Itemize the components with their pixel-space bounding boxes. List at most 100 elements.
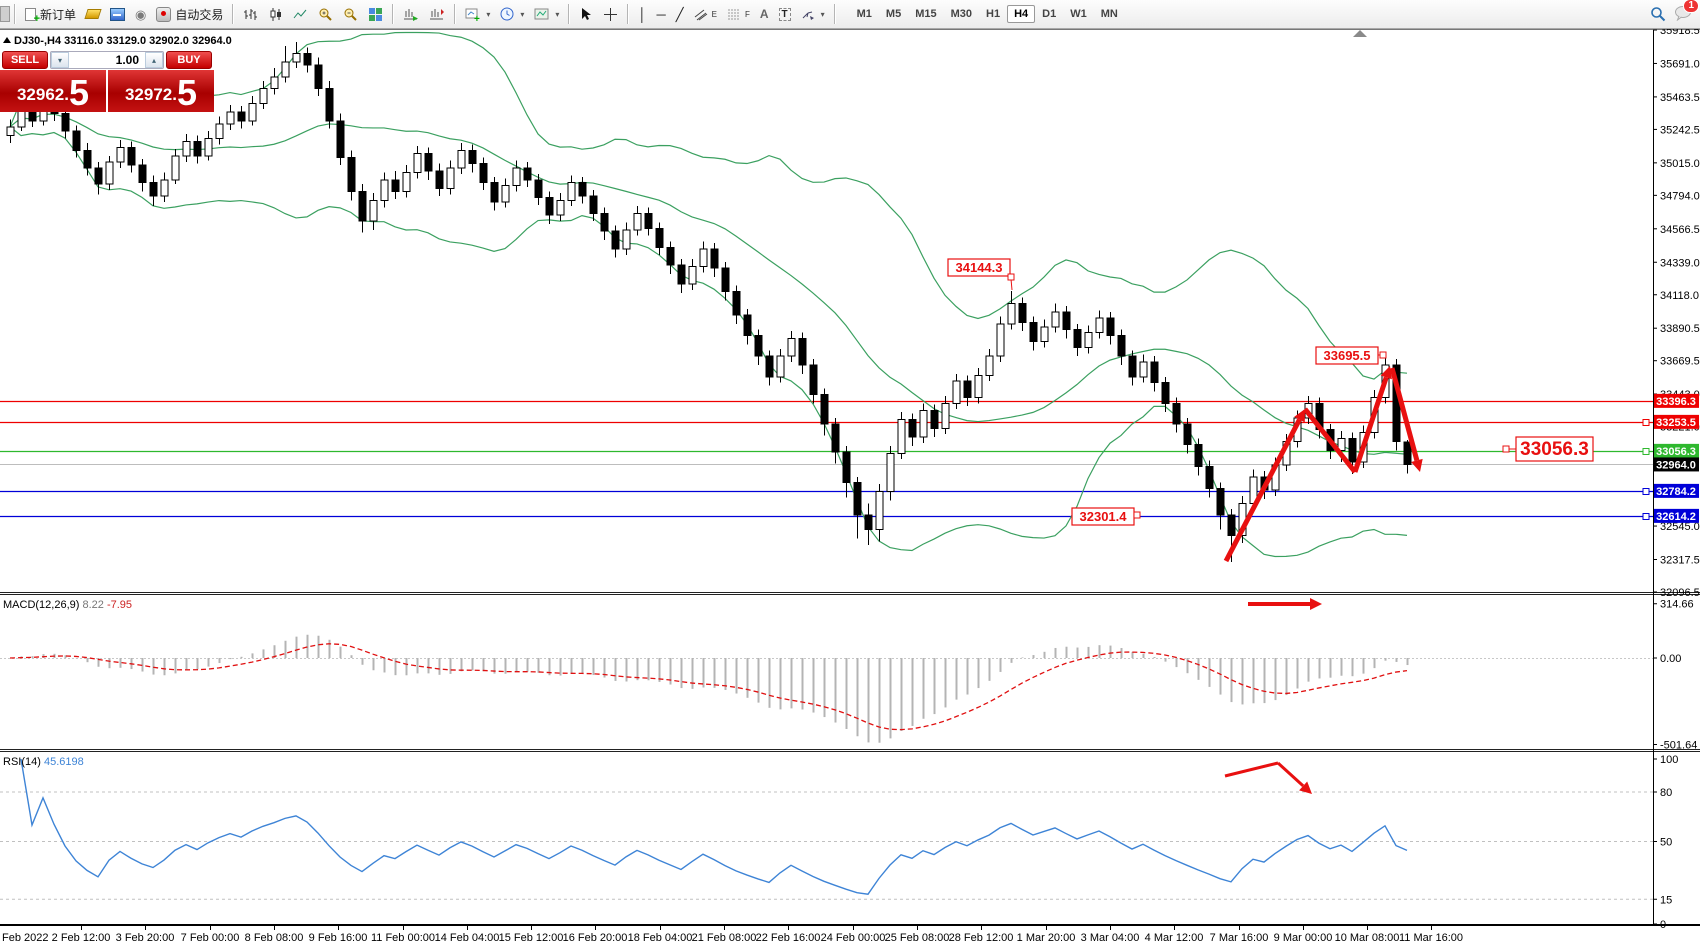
buy-button[interactable]: BUY (166, 51, 212, 69)
chart-shift-button[interactable] (424, 3, 450, 25)
zoom-in-button[interactable] (313, 3, 338, 25)
candle-body (765, 355, 774, 378)
timeframe-m30-button[interactable]: M30 (944, 5, 979, 23)
candle-body (820, 393, 829, 425)
candle-body (501, 185, 510, 203)
buy-price[interactable]: 32972. 5 (108, 70, 214, 112)
bar-chart-mode-button[interactable] (238, 3, 263, 25)
trend-arrow (1223, 418, 1302, 563)
candle-body (1172, 402, 1181, 425)
candle-body (72, 130, 81, 151)
timeframe-m15-button[interactable]: M15 (908, 5, 943, 23)
auto-scroll-icon (404, 8, 419, 21)
new-chart-icon: + (465, 8, 480, 22)
rsi-value: 45.6198 (43, 756, 84, 768)
fibonacci-tool-button[interactable]: F (722, 3, 755, 25)
candle-body (611, 230, 620, 250)
timeframe-h1-button[interactable]: H1 (979, 5, 1007, 23)
candle-body (1128, 355, 1137, 378)
notifications-button[interactable]: 1 (1674, 0, 1699, 24)
text-tool-button[interactable]: A (755, 3, 774, 25)
candle-body (160, 179, 169, 197)
monitor-icon (110, 7, 126, 21)
sell-button[interactable]: SELL (2, 51, 48, 69)
candlestick-mode-button[interactable] (263, 3, 288, 25)
candle-body (974, 374, 983, 398)
svg-text:32614.2: 32614.2 (1656, 511, 1696, 523)
horizontal-line-icon: ─ (656, 6, 666, 22)
price-callout-text: 33695.5 (1324, 348, 1371, 363)
candle-body (545, 196, 554, 216)
market-watch-button[interactable] (105, 3, 130, 25)
channel-tool-button[interactable]: E (689, 3, 722, 25)
cursor-tool-button[interactable] (574, 3, 598, 25)
rsi-title: RSI(14) (3, 756, 41, 768)
price-flag-33056.3 (1654, 443, 1699, 458)
callout-anchor (1133, 511, 1141, 519)
svg-text:35691.0: 35691.0 (1660, 58, 1700, 70)
svg-text:22 Feb 16:00: 22 Feb 16:00 (756, 932, 821, 944)
candle-body (1150, 361, 1159, 384)
candle-body (1227, 514, 1236, 537)
vertical-line-tool-button[interactable]: │ (633, 3, 651, 25)
candle-body (633, 213, 642, 231)
new-order-label: 新订单 (40, 7, 77, 22)
candle-body (6, 126, 15, 137)
volume-decrease-button[interactable]: ▾ (51, 52, 69, 68)
horizontal-line-tool-button[interactable]: ─ (652, 3, 671, 25)
macd-main-value: 8.22 (82, 599, 104, 611)
candle-body (457, 149, 466, 169)
zoom-out-button[interactable] (338, 3, 363, 25)
arrowhead (1299, 781, 1312, 794)
candle-body (424, 152, 433, 172)
zoom-out-icon (344, 8, 358, 21)
ohlc-bars-icon (244, 8, 258, 20)
vertical-line-icon: │ (638, 6, 647, 22)
price-flag-33396.3 (1654, 393, 1699, 408)
timeframe-mn-button[interactable]: MN (1094, 5, 1125, 23)
search-icon[interactable] (1650, 6, 1666, 22)
auto-scroll-button[interactable] (398, 3, 424, 25)
template-icon (534, 8, 549, 19)
timeframe-m5-button[interactable]: M5 (879, 5, 908, 23)
trendline-tool-button[interactable]: ╱ (671, 3, 689, 25)
template-button[interactable]: ▾ (529, 3, 564, 25)
fibonacci-icon (727, 9, 740, 19)
toolbar-separator (627, 4, 630, 24)
timeframe-h4-button[interactable]: H4 (1007, 5, 1036, 23)
auto-trading-button[interactable]: 自动交易 (151, 3, 228, 25)
candle-body (743, 314, 752, 337)
tile-windows-button[interactable] (363, 3, 388, 25)
price-flag-32784.2 (1654, 483, 1699, 498)
svg-text:11 Feb 00:00: 11 Feb 00:00 (371, 932, 435, 944)
new-order-button[interactable]: + 新订单 (20, 3, 81, 25)
timeframe-w1-button[interactable]: W1 (1063, 5, 1094, 23)
crosshair-tool-button[interactable] (598, 3, 623, 25)
gold-button[interactable] (81, 3, 105, 25)
svg-text:34118.0: 34118.0 (1660, 290, 1699, 302)
periods-clock-button[interactable]: ▾ (495, 3, 529, 25)
channel-tag: E (711, 9, 717, 19)
volume-increase-button[interactable]: ▴ (145, 52, 163, 68)
new-chart-button[interactable]: + ▾ (460, 3, 495, 25)
text-label-tool-button[interactable]: T (774, 3, 796, 25)
arrowhead (1380, 366, 1392, 380)
signals-button[interactable]: ◉ (130, 3, 151, 25)
volume-input[interactable] (69, 52, 145, 68)
timeframe-m1-button[interactable]: M1 (850, 5, 879, 23)
candle-body (259, 88, 268, 104)
sell-price[interactable]: 32962. 5 (0, 70, 108, 112)
chevron-down-icon: ▾ (820, 9, 825, 19)
toolbar-separator (454, 4, 457, 24)
shapes-tool-button[interactable]: ▾ (796, 3, 830, 25)
candle-body (1073, 329, 1082, 348)
candlestick-icon (270, 7, 282, 21)
price-callout-text: 32301.4 (1080, 509, 1128, 524)
candle-body (534, 179, 543, 198)
timeframe-d1-button[interactable]: D1 (1035, 5, 1063, 23)
line-chart-mode-button[interactable] (288, 3, 313, 25)
svg-text:24 Feb 00:00: 24 Feb 00:00 (821, 932, 886, 944)
candle-body (908, 418, 917, 438)
drawn-annotations[interactable]: 34144.3 33695.5 32301.4 33056.3 (947, 258, 1594, 794)
